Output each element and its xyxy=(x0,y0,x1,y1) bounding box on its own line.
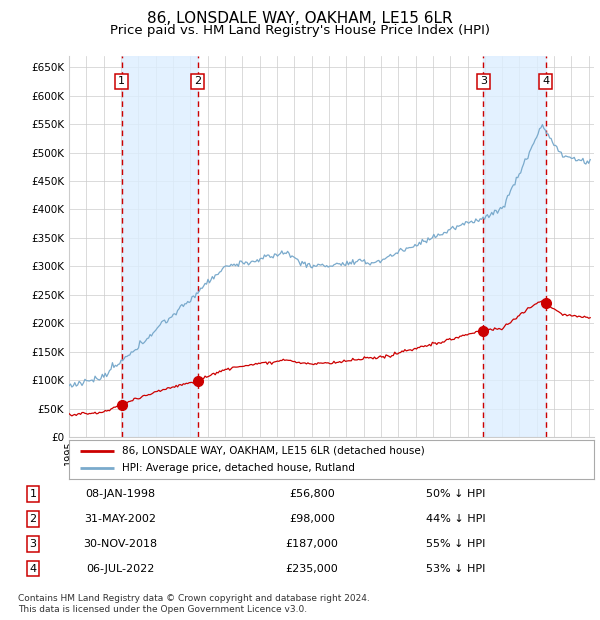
Text: £98,000: £98,000 xyxy=(289,514,335,524)
Text: 31-MAY-2002: 31-MAY-2002 xyxy=(84,514,156,524)
Bar xyxy=(484,56,545,437)
Text: 2: 2 xyxy=(194,76,201,86)
Text: Contains HM Land Registry data © Crown copyright and database right 2024.
This d: Contains HM Land Registry data © Crown c… xyxy=(18,595,370,614)
Text: 55% ↓ HPI: 55% ↓ HPI xyxy=(427,539,485,549)
Text: 4: 4 xyxy=(29,564,37,574)
Text: 3: 3 xyxy=(29,539,37,549)
Text: 30-NOV-2018: 30-NOV-2018 xyxy=(83,539,157,549)
Text: 86, LONSDALE WAY, OAKHAM, LE15 6LR (detached house): 86, LONSDALE WAY, OAKHAM, LE15 6LR (deta… xyxy=(121,446,424,456)
Text: HPI: Average price, detached house, Rutland: HPI: Average price, detached house, Rutl… xyxy=(121,463,355,473)
Text: £187,000: £187,000 xyxy=(286,539,338,549)
Text: 4: 4 xyxy=(542,76,549,86)
Text: 53% ↓ HPI: 53% ↓ HPI xyxy=(427,564,485,574)
Text: 08-JAN-1998: 08-JAN-1998 xyxy=(85,489,155,499)
Text: 44% ↓ HPI: 44% ↓ HPI xyxy=(426,514,486,524)
Text: 1: 1 xyxy=(118,76,125,86)
Text: 50% ↓ HPI: 50% ↓ HPI xyxy=(427,489,485,499)
Text: 06-JUL-2022: 06-JUL-2022 xyxy=(86,564,154,574)
Text: £56,800: £56,800 xyxy=(289,489,335,499)
Text: £235,000: £235,000 xyxy=(286,564,338,574)
Text: 3: 3 xyxy=(480,76,487,86)
Text: Price paid vs. HM Land Registry's House Price Index (HPI): Price paid vs. HM Land Registry's House … xyxy=(110,24,490,37)
Text: 1: 1 xyxy=(29,489,37,499)
Text: 2: 2 xyxy=(29,514,37,524)
Text: 86, LONSDALE WAY, OAKHAM, LE15 6LR: 86, LONSDALE WAY, OAKHAM, LE15 6LR xyxy=(147,11,453,25)
Bar xyxy=(121,56,197,437)
